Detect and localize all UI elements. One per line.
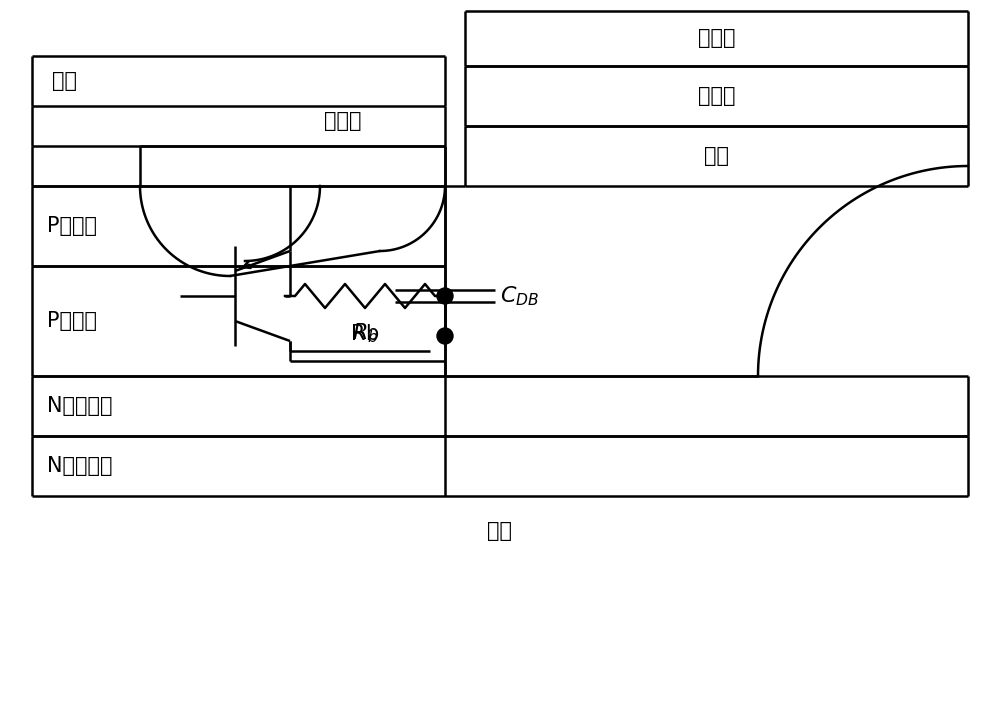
Circle shape	[437, 288, 453, 304]
Circle shape	[437, 328, 453, 344]
Text: 源极: 源极	[52, 71, 77, 91]
Text: $C_{DB}$: $C_{DB}$	[500, 284, 539, 308]
Text: R$_{}$b: R$_{}$b	[350, 321, 380, 341]
Text: 介质层: 介质层	[698, 86, 735, 106]
Text: $R_b$: $R_b$	[352, 321, 378, 345]
Text: N型外延层: N型外延层	[47, 396, 112, 416]
Text: 金属层: 金属层	[698, 29, 735, 48]
Text: 栅极: 栅极	[704, 146, 729, 166]
Text: P型阱区: P型阱区	[47, 216, 97, 236]
Text: N型衬底层: N型衬底层	[47, 456, 112, 476]
Text: 源极区: 源极区	[324, 111, 361, 131]
Text: 漏极: 漏极	[488, 521, 512, 541]
Text: P型体区: P型体区	[47, 311, 97, 331]
